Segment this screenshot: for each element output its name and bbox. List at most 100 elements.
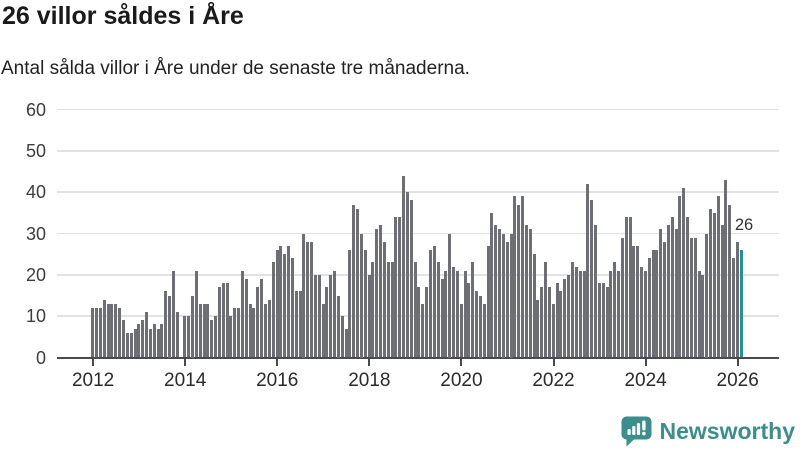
x-axis-label: 2024 — [624, 369, 667, 391]
bar — [467, 283, 471, 358]
bar — [417, 287, 421, 358]
bar — [283, 254, 287, 358]
bar — [574, 266, 578, 358]
bar — [448, 233, 452, 358]
bar — [674, 229, 678, 358]
bar — [486, 245, 490, 358]
bar — [302, 233, 306, 358]
bar — [375, 229, 379, 358]
bar — [98, 307, 102, 358]
bar — [712, 212, 716, 358]
bar — [544, 262, 548, 358]
bar — [429, 250, 432, 358]
bar — [145, 312, 149, 358]
bar — [248, 303, 252, 358]
bar — [432, 245, 436, 358]
bar — [409, 200, 413, 358]
bar — [643, 270, 647, 358]
bar — [478, 295, 482, 358]
bar — [570, 262, 574, 358]
bar — [697, 270, 701, 358]
bar — [110, 303, 114, 358]
bar — [125, 332, 129, 358]
bar — [306, 241, 310, 358]
bar — [405, 192, 409, 358]
bar — [640, 266, 644, 358]
bar — [202, 303, 206, 358]
bar — [605, 287, 609, 358]
bar — [352, 204, 356, 358]
bar — [271, 262, 275, 358]
bar — [133, 328, 137, 358]
bar — [617, 270, 621, 358]
bar — [494, 225, 498, 358]
bar — [106, 303, 110, 358]
gridline — [57, 232, 779, 235]
bar — [521, 196, 525, 358]
bar — [563, 278, 567, 358]
bar — [475, 291, 479, 358]
axis-tick — [276, 358, 279, 366]
bar — [693, 237, 697, 358]
bar — [294, 291, 298, 358]
y-axis-label: 0 — [35, 347, 46, 368]
bar — [613, 262, 617, 358]
y-axis-label: 60 — [25, 99, 46, 120]
page-title: 26 villor såldes i Åre — [2, 2, 244, 30]
bar — [739, 250, 743, 358]
bar — [102, 299, 106, 358]
bar — [413, 262, 417, 358]
bar — [701, 274, 705, 358]
bar — [632, 245, 636, 358]
bar — [91, 307, 95, 358]
bar — [724, 179, 728, 358]
bar — [156, 328, 160, 358]
axis-tick — [644, 358, 647, 366]
y-axis-label: 10 — [25, 306, 46, 327]
newsworthy-logo[interactable]: Newsworthy — [620, 415, 795, 448]
axis-tick — [460, 358, 463, 366]
bar — [628, 216, 632, 358]
bar — [390, 262, 394, 358]
bar — [620, 237, 624, 358]
bar — [252, 307, 256, 358]
y-axis-label: 40 — [25, 182, 46, 203]
bar — [279, 245, 283, 358]
bar — [187, 316, 191, 358]
axis-tick — [552, 358, 555, 366]
bar — [402, 175, 406, 358]
bar — [559, 291, 563, 358]
bar — [498, 229, 502, 358]
bar — [601, 283, 605, 358]
bar — [240, 270, 244, 358]
bar — [160, 324, 164, 358]
bar — [217, 287, 221, 358]
bar — [709, 208, 713, 358]
bar — [425, 287, 429, 358]
bar-chart: 0 10 20 30 40 50 60 2012 2014 2016 2018 2020 2022 202… — [25, 99, 779, 391]
bar — [532, 254, 536, 358]
bar — [482, 303, 486, 358]
chart-subtitle: Antal sålda villor i Åre under de senast… — [1, 58, 470, 79]
bar — [148, 328, 152, 358]
bar — [256, 287, 260, 358]
gridline — [57, 191, 779, 193]
bar — [321, 303, 325, 358]
x-axis-label: 2020 — [440, 369, 483, 391]
bar — [501, 233, 505, 358]
bar — [221, 283, 225, 358]
newsworthy-wordmark: Newsworthy — [659, 418, 795, 444]
bar — [191, 295, 195, 358]
bar — [670, 216, 674, 358]
bar — [267, 299, 271, 358]
newsworthy-icon — [620, 415, 653, 448]
bar — [517, 204, 521, 358]
bar — [728, 204, 732, 358]
bar — [578, 270, 582, 358]
bar — [555, 283, 559, 358]
bar — [513, 196, 517, 358]
bar — [455, 270, 459, 358]
x-axis-label: 2014 — [164, 369, 207, 391]
gridline — [57, 108, 779, 111]
